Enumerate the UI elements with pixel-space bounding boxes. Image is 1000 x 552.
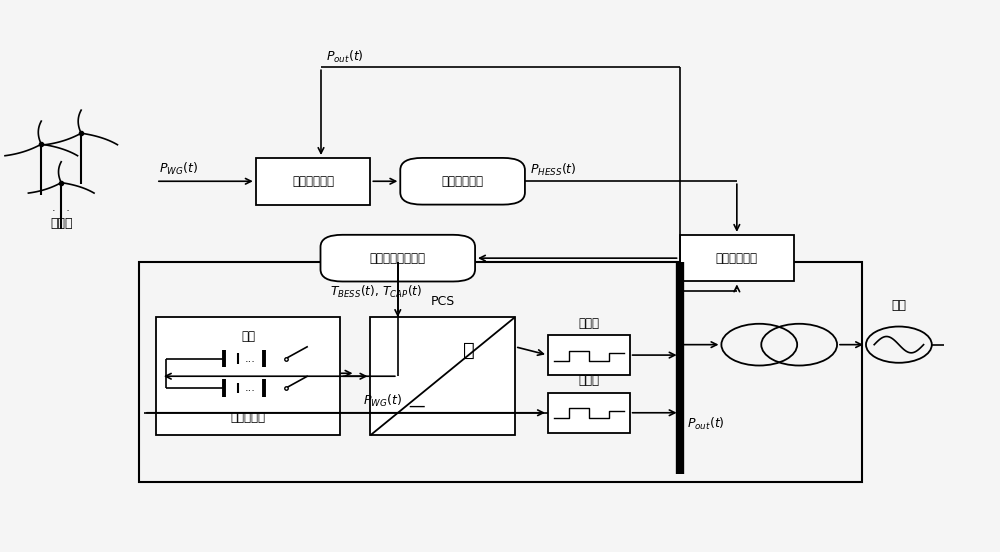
Text: 功率分配控制模块: 功率分配控制模块 xyxy=(370,252,426,264)
Bar xyxy=(548,393,630,433)
Text: $P_{out}(t)$: $P_{out}(t)$ xyxy=(687,416,725,432)
Text: · · ·: · · · xyxy=(52,206,70,216)
Text: $P_{WG}(t)$: $P_{WG}(t)$ xyxy=(159,161,198,177)
Text: $P_{WG}(t)$: $P_{WG}(t)$ xyxy=(363,394,402,410)
Text: 断路器: 断路器 xyxy=(578,317,599,330)
FancyBboxPatch shape xyxy=(320,235,475,282)
Bar xyxy=(156,317,340,436)
Text: 数据采集模块: 数据采集模块 xyxy=(716,252,758,264)
Text: $T_{BESS}(t)$, $T_{CAP}(t)$: $T_{BESS}(t)$, $T_{CAP}(t)$ xyxy=(330,284,423,300)
Text: ～: ～ xyxy=(463,341,475,360)
Bar xyxy=(139,262,862,482)
Text: ...: ... xyxy=(245,383,255,393)
Bar xyxy=(680,235,794,282)
Text: $P_{HESS}(t)$: $P_{HESS}(t)$ xyxy=(530,162,577,178)
Text: —: — xyxy=(408,397,425,415)
Text: 超级电容器: 超级电容器 xyxy=(231,411,266,424)
Text: 断路器: 断路器 xyxy=(578,374,599,388)
Text: 电网: 电网 xyxy=(891,299,906,312)
Text: 风电场: 风电场 xyxy=(50,217,72,230)
Text: ...: ... xyxy=(245,353,255,364)
Text: PCS: PCS xyxy=(431,295,455,309)
Text: 电池: 电池 xyxy=(241,330,255,343)
Text: $P_{out}(t)$: $P_{out}(t)$ xyxy=(326,49,364,65)
Bar xyxy=(256,158,370,205)
Text: 平抑控制模块: 平抑控制模块 xyxy=(442,175,484,188)
Bar xyxy=(548,335,630,375)
Text: 数据采集模块: 数据采集模块 xyxy=(292,175,334,188)
FancyBboxPatch shape xyxy=(400,158,525,205)
Bar xyxy=(370,317,515,436)
